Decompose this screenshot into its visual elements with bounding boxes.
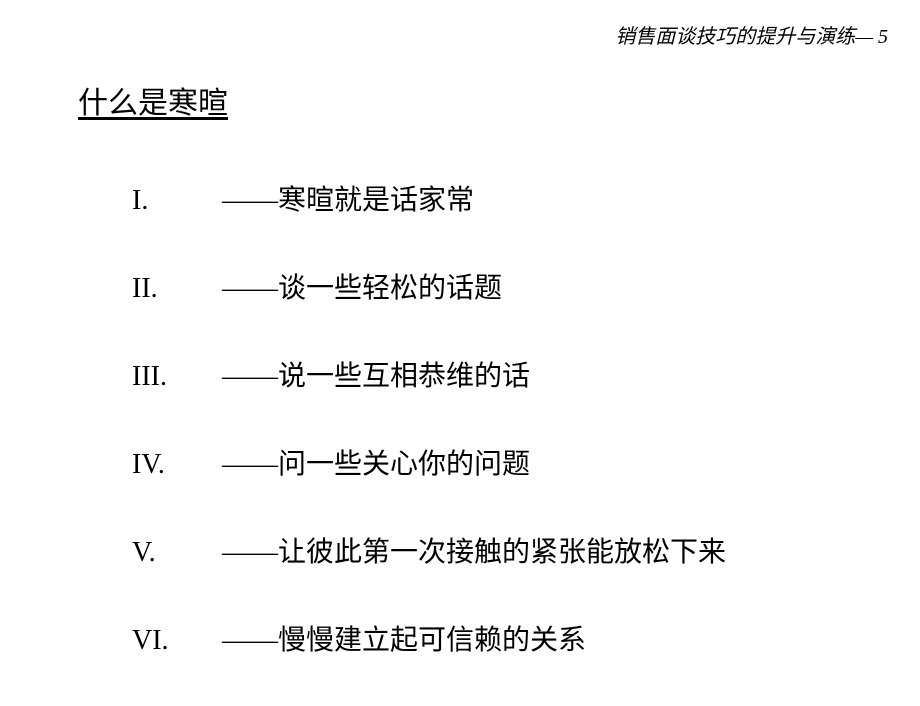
list-item: I. ——寒暄就是话家常 — [132, 178, 726, 218]
list-content: ——寒暄就是话家常 — [222, 178, 474, 218]
content-list: I. ——寒暄就是话家常 II. ——谈一些轻松的话题 III. ——说一些互相… — [132, 178, 726, 706]
list-content: ——说一些互相恭维的话 — [222, 354, 530, 394]
slide-title: 什么是寒暄 — [78, 78, 228, 122]
list-content: ——让彼此第一次接触的紧张能放松下来 — [222, 530, 726, 570]
list-item: V. ——让彼此第一次接触的紧张能放松下来 — [132, 530, 726, 570]
list-marker: IV. — [132, 449, 222, 481]
list-marker: III. — [132, 361, 222, 393]
list-marker: VI. — [132, 625, 222, 657]
list-content: ——谈一些轻松的话题 — [222, 266, 502, 306]
list-marker: II. — [132, 273, 222, 305]
list-item: II. ——谈一些轻松的话题 — [132, 266, 726, 306]
list-marker: I. — [132, 185, 222, 217]
list-marker: V. — [132, 537, 222, 569]
list-item: IV. ——问一些关心你的问题 — [132, 442, 726, 482]
list-item: VI. ——慢慢建立起可信赖的关系 — [132, 618, 726, 658]
page-header: 销售面谈技巧的提升与演练— 5 — [615, 20, 888, 49]
list-content: ——问一些关心你的问题 — [222, 442, 530, 482]
list-content: ——慢慢建立起可信赖的关系 — [222, 618, 586, 658]
list-item: III. ——说一些互相恭维的话 — [132, 354, 726, 394]
